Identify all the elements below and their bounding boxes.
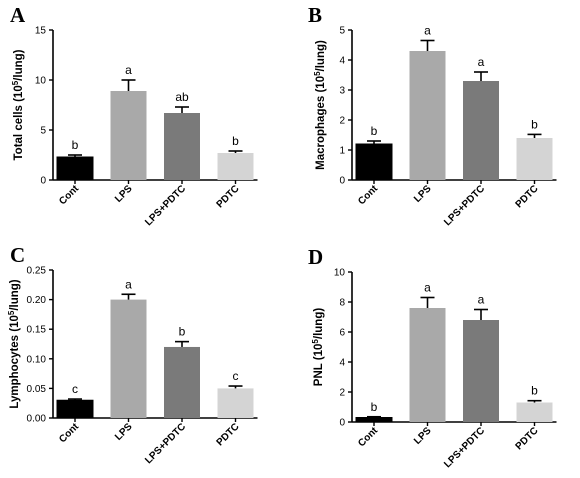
panel-b-y-tick-label: 2 [339, 116, 345, 127]
panel-b-category-label: LPS [412, 183, 434, 205]
panel-c-category-label: PDTC [215, 421, 242, 448]
panel-c-significance-label: a [125, 277, 132, 291]
panel-d-y-tick-label: 4 [339, 358, 345, 369]
panel-c-category-label: LPS+PDTC [143, 421, 188, 466]
panel-a-significance-label: b [72, 138, 79, 152]
panel-c-bar-lps [110, 299, 147, 418]
panel-d-y-tick-label: 6 [339, 328, 345, 339]
panel-b-bar-lps-pdtc [463, 81, 499, 180]
panel-c-significance-label: c [72, 382, 78, 396]
panel-c-y-axis-label: Lymphocytes (105/lung) [7, 279, 21, 408]
panel-b-bar-pdtc [516, 138, 553, 180]
panel-b-y-tick-label: 4 [339, 56, 345, 67]
panel-d-bar-cont [355, 417, 393, 423]
panel-d-bar-lps [409, 308, 446, 422]
panel-b-significance-label: a [478, 55, 485, 69]
panel-d-bar-pdtc [516, 402, 553, 422]
panel-a-bar-lps-pdtc [164, 113, 200, 180]
panel-d-category-label: Cont [356, 425, 380, 449]
panel-d-category-label: PDTC [514, 425, 541, 452]
panel-b-category-label: Cont [356, 183, 380, 207]
panel-a-letter: A [10, 3, 26, 27]
panel-a-y-tick-label: 10 [35, 76, 47, 87]
panel-a-y-axis-label: Total cells (105/lung) [11, 49, 25, 160]
panel-c-significance-label: b [179, 325, 186, 339]
panel-b-significance-label: b [531, 117, 538, 131]
panel-b-y-tick-label: 3 [339, 86, 345, 97]
panel-c-significance-label: c [233, 369, 239, 383]
panel-d-significance-label: a [424, 281, 431, 295]
panel-d-y-tick-label: 0 [339, 418, 345, 429]
panel-d-category-label: LPS [412, 425, 434, 447]
panel-a-category-label: LPS+PDTC [143, 183, 188, 228]
panel-b-bar-lps [409, 51, 446, 180]
panel-a-category-label: LPS [113, 183, 135, 205]
panel-c-y-tick-label: 0.25 [27, 266, 47, 277]
panel-a-y-tick-label: 0 [40, 176, 46, 187]
panel-a-bar-cont [56, 156, 94, 181]
panel-c-y-tick-label: 0.15 [27, 325, 47, 336]
panel-c-bar-cont [56, 399, 94, 419]
panel-c-category-label: Cont [57, 421, 81, 445]
panel-d-significance-label: b [371, 400, 378, 414]
panel-b-y-tick-label: 0 [339, 176, 345, 187]
panel-c-y-tick-label: 0.10 [27, 354, 47, 365]
panel-d-y-tick-label: 8 [339, 298, 345, 309]
panel-d-y-tick-label: 2 [339, 388, 345, 399]
panel-a-significance-label: b [232, 134, 239, 148]
panel-a-bar-pdtc [217, 153, 254, 180]
panel-b-y-tick-label: 5 [339, 26, 345, 37]
panel-d-bar-lps-pdtc [463, 320, 499, 422]
panel-b-significance-label: b [371, 124, 378, 138]
panel-a-significance-label: ab [175, 90, 189, 104]
panel-d-significance-label: b [531, 384, 538, 398]
panel-a-y-tick-label: 5 [40, 126, 46, 137]
panel-a-bar-lps [110, 91, 147, 180]
panel-b-letter: B [308, 3, 322, 27]
panel-a-category-label: PDTC [215, 183, 242, 210]
panel-d-y-tick-label: 10 [334, 268, 346, 279]
panel-a-significance-label: a [125, 63, 132, 77]
panel-b-y-axis-label: Macrophages (105/lung) [313, 40, 327, 170]
panel-b-significance-label: a [424, 24, 431, 38]
panel-d-letter: D [308, 245, 323, 269]
panel-b-category-label: PDTC [514, 183, 541, 210]
panel-b-bar-cont [355, 143, 393, 181]
panel-c-bar-pdtc [217, 388, 254, 418]
panel-c-y-tick-label: 0.05 [27, 384, 47, 395]
panel-c-category-label: LPS [113, 421, 135, 443]
panel-d-significance-label: a [478, 293, 485, 307]
panel-a-category-label: Cont [57, 183, 81, 207]
panel-c-bar-lps-pdtc [164, 346, 200, 418]
panel-d-category-label: LPS+PDTC [442, 425, 487, 470]
panel-d-y-axis-label: PNL (105/lung) [311, 308, 325, 387]
panel-a-y-tick-label: 15 [35, 26, 47, 37]
panel-c-y-tick-label: 0.00 [27, 414, 47, 425]
panel-c-y-tick-label: 0.20 [27, 295, 47, 306]
panel-c-letter: C [10, 243, 25, 267]
panel-b-y-tick-label: 1 [339, 146, 345, 157]
panel-b-category-label: LPS+PDTC [442, 183, 487, 228]
